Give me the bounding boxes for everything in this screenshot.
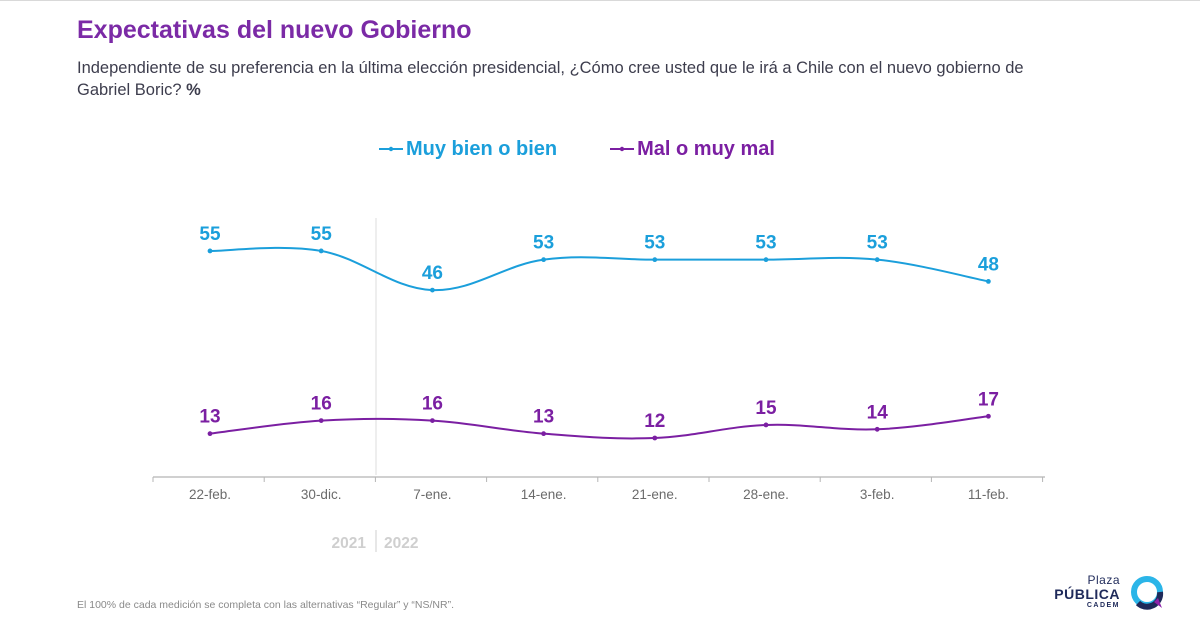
data-point [207,431,213,437]
logo-text-line1: Plaza [1087,573,1120,587]
data-point [430,418,435,423]
legend-line-marker-icon [610,146,635,152]
logo-text-line3: CADEM [1086,602,1120,609]
data-point [541,257,546,263]
data-label: 46 [422,263,443,284]
x-tick-label: 14-ene. [521,487,567,502]
data-label: 13 [199,407,220,428]
chart-legend: Muy bien o bien Mal o muy mal [378,136,775,162]
x-tick-label: 28-ene. [743,487,789,502]
legend-item-mal[interactable]: Mal o muy mal [609,138,775,161]
data-point [874,426,880,432]
data-label: 53 [533,233,554,254]
data-label: 48 [978,254,999,275]
x-tick-label: 7-ene. [413,487,451,502]
data-label: 55 [199,224,221,245]
data-label: 16 [311,394,332,415]
data-point [430,287,435,293]
data-label: 15 [755,398,777,419]
data-point [763,257,769,263]
footnote: El 100% de cada medición se completa con… [77,599,455,611]
x-tick-label: 30-dic. [301,487,342,502]
data-point [874,257,880,263]
x-tick-label: 3-feb. [860,487,895,502]
data-point [652,257,658,263]
speech-bubble-icon [1131,576,1164,610]
legend-line-marker-icon [379,146,403,152]
data-point [986,413,991,419]
data-point [763,422,769,428]
data-label: 14 [867,402,889,423]
data-point [986,279,991,284]
top-border [0,0,1200,1]
data-point [318,248,324,254]
logo-text-line2: PÚBLICA [1054,586,1120,602]
subtitle-question: Independiente de su preferencia en la úl… [77,59,1024,99]
data-point [541,431,546,437]
data-label: 53 [644,233,665,254]
series-line-0 [209,246,989,292]
data-label: 17 [978,389,999,410]
data-label: 16 [422,394,443,415]
x-tick-label: 22-feb. [189,487,231,502]
data-point [318,418,324,423]
x-tick-label: 11-feb. [968,487,1009,502]
x-tick-label: 21-ene. [632,487,678,502]
legend-label: Muy bien o bien [406,137,558,160]
year-label-2022: 2022 [384,535,418,552]
brand-logo[interactable]: Plaza PÚBLICA CADEM [1054,573,1168,613]
data-label: 13 [533,407,554,428]
legend-item-muy-bien[interactable]: Muy bien o bien [378,138,557,161]
data-label: 53 [755,233,776,254]
page-title: Expectativas del nuevo Gobierno [77,16,472,44]
data-label: 55 [311,224,333,245]
chart-subtitle: Independiente de su preferencia en la úl… [77,57,1037,101]
data-point [652,435,658,441]
data-label: 53 [867,233,888,254]
data-label: 12 [644,411,665,432]
series-line-1 [209,415,989,440]
subtitle-unit: % [186,81,201,99]
data-point [207,248,213,254]
legend-label: Mal o muy mal [637,137,775,160]
year-label-2021: 2021 [332,535,367,552]
